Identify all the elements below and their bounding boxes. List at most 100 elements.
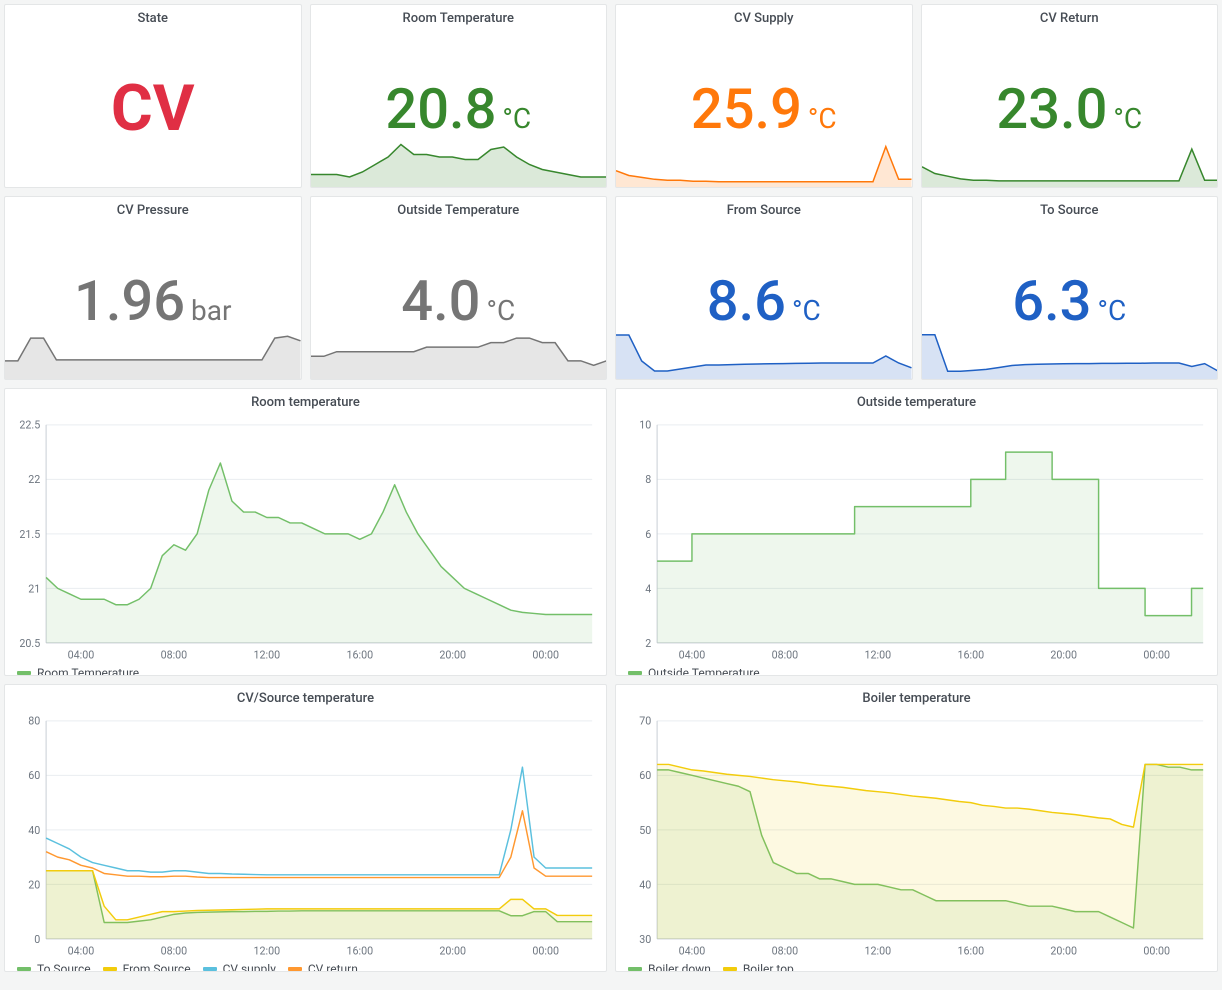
panel-to-source[interactable]: To Source 6.3°C: [921, 196, 1219, 380]
svg-text:0: 0: [34, 932, 40, 945]
panel-cv-supply[interactable]: CV Supply 25.9°C: [615, 4, 913, 188]
legend-swatch: [17, 967, 31, 971]
chart-plot: 02040608004:0008:0012:0016:0020:0000:00: [13, 715, 598, 958]
svg-text:20:00: 20:00: [439, 944, 466, 957]
panel-title: To Source: [922, 197, 1218, 223]
panel-title: Outside Temperature: [311, 197, 607, 223]
svg-text:04:00: 04:00: [68, 648, 95, 661]
panel-outside-temp[interactable]: Outside Temperature 4.0°C: [310, 196, 608, 380]
svg-text:12:00: 12:00: [865, 944, 892, 957]
legend-label: CV return: [308, 962, 358, 972]
legend-label: To Source: [37, 962, 91, 972]
svg-text:12:00: 12:00: [865, 648, 892, 661]
panel-title: Room Temperature: [311, 5, 607, 31]
panel-room-temp[interactable]: Room Temperature 20.8°C: [310, 4, 608, 188]
svg-text:20:00: 20:00: [1050, 944, 1077, 957]
panel-title: CV Supply: [616, 5, 912, 31]
svg-text:20:00: 20:00: [1050, 648, 1077, 661]
legend-item[interactable]: Boiler top: [723, 962, 794, 972]
panel-state[interactable]: State CV: [4, 4, 302, 188]
panel-room-chart[interactable]: Room temperature 20.5 21 21.5 22 22.5 04:00 08…: [4, 388, 607, 676]
legend-item[interactable]: CV supply: [203, 962, 276, 972]
svg-text:2: 2: [645, 636, 651, 649]
svg-text:12:00: 12:00: [254, 944, 281, 957]
chart-legend: To Source From Source CV supply CV return: [5, 958, 606, 972]
dashboard-grid: State CV Room Temperature 20.8°C CV Supp…: [4, 4, 1218, 972]
stat-value: 6.3°C: [1012, 273, 1126, 329]
legend-swatch: [628, 671, 642, 675]
chart-legend: Boiler down Boiler top: [616, 958, 1217, 972]
svg-text:22.5: 22.5: [19, 419, 40, 432]
svg-text:21.5: 21.5: [19, 527, 40, 540]
svg-text:60: 60: [639, 769, 651, 782]
chart-plot: 30 40 50 60 70 04:00 08:00 12:00 16:00 20:00 00:00: [624, 715, 1209, 958]
legend-swatch: [203, 967, 217, 971]
svg-text:40: 40: [28, 823, 40, 836]
panel-title: State: [5, 5, 301, 31]
legend-label: Boiler top: [743, 962, 794, 972]
svg-text:12:00: 12:00: [254, 648, 281, 661]
svg-text:70: 70: [639, 715, 651, 728]
panel-cv-pressure[interactable]: CV Pressure 1.96bar: [4, 196, 302, 380]
panel-cvsrc-chart[interactable]: CV/Source temperature 02040608004:0008:0…: [4, 684, 607, 972]
svg-text:08:00: 08:00: [161, 648, 188, 661]
legend-item[interactable]: From Source: [103, 962, 191, 972]
svg-text:00:00: 00:00: [532, 944, 559, 957]
svg-text:30: 30: [639, 932, 651, 945]
svg-text:20: 20: [28, 878, 40, 891]
svg-text:08:00: 08:00: [161, 944, 188, 957]
svg-text:16:00: 16:00: [957, 648, 984, 661]
state-value: CV: [111, 77, 195, 141]
legend-item[interactable]: To Source: [17, 962, 91, 972]
panel-title: From Source: [616, 197, 912, 223]
stat-value: 8.6°C: [707, 273, 821, 329]
panel-title: Room temperature: [5, 389, 606, 415]
svg-text:22: 22: [28, 473, 40, 486]
panel-title: Outside temperature: [616, 389, 1217, 415]
svg-text:08:00: 08:00: [772, 944, 799, 957]
legend-label: From Source: [123, 962, 191, 972]
panel-cv-return[interactable]: CV Return 23.0°C: [921, 4, 1219, 188]
chart-legend: Room Temperature: [5, 662, 606, 676]
chart-plot: 24681004:0008:0012:0016:0020:0000:00: [624, 419, 1209, 662]
svg-text:21: 21: [28, 582, 40, 595]
svg-text:6: 6: [645, 527, 651, 540]
svg-text:16:00: 16:00: [346, 944, 373, 957]
stat-value: 23.0°C: [996, 81, 1142, 137]
legend-swatch: [17, 671, 31, 675]
panel-from-source[interactable]: From Source 8.6°C: [615, 196, 913, 380]
legend-item[interactable]: Room Temperature: [17, 666, 139, 676]
stat-value: 20.8°C: [385, 81, 531, 137]
legend-label: Outside Temperature: [648, 666, 760, 676]
svg-text:8: 8: [645, 473, 651, 486]
chart-legend: Outside Temperature: [616, 662, 1217, 676]
legend-item[interactable]: Outside Temperature: [628, 666, 760, 676]
svg-text:4: 4: [645, 582, 651, 595]
legend-item[interactable]: Boiler down: [628, 962, 711, 972]
svg-text:00:00: 00:00: [532, 648, 559, 661]
legend-label: Room Temperature: [37, 666, 139, 676]
svg-text:20:00: 20:00: [439, 648, 466, 661]
legend-swatch: [723, 967, 737, 971]
svg-text:16:00: 16:00: [346, 648, 373, 661]
svg-text:16:00: 16:00: [957, 944, 984, 957]
panel-title: Boiler temperature: [616, 685, 1217, 711]
legend-label: Boiler down: [648, 962, 711, 972]
svg-text:40: 40: [639, 878, 651, 891]
panel-title: CV Pressure: [5, 197, 301, 223]
panel-title: CV Return: [922, 5, 1218, 31]
svg-text:00:00: 00:00: [1143, 648, 1170, 661]
svg-text:80: 80: [28, 715, 40, 728]
svg-text:20.5: 20.5: [19, 636, 40, 649]
svg-text:04:00: 04:00: [679, 648, 706, 661]
panel-boiler-chart[interactable]: Boiler temperature 30 40 50 60 70 04:00 08:00 1…: [615, 684, 1218, 972]
stat-value: 1.96bar: [74, 273, 232, 329]
svg-text:04:00: 04:00: [68, 944, 95, 957]
svg-text:50: 50: [639, 823, 651, 836]
svg-text:04:00: 04:00: [679, 944, 706, 957]
panel-title: CV/Source temperature: [5, 685, 606, 711]
legend-item[interactable]: CV return: [288, 962, 358, 972]
svg-text:00:00: 00:00: [1143, 944, 1170, 957]
panel-outside-chart[interactable]: Outside temperature 24681004:0008:0012:0…: [615, 388, 1218, 676]
svg-text:08:00: 08:00: [772, 648, 799, 661]
